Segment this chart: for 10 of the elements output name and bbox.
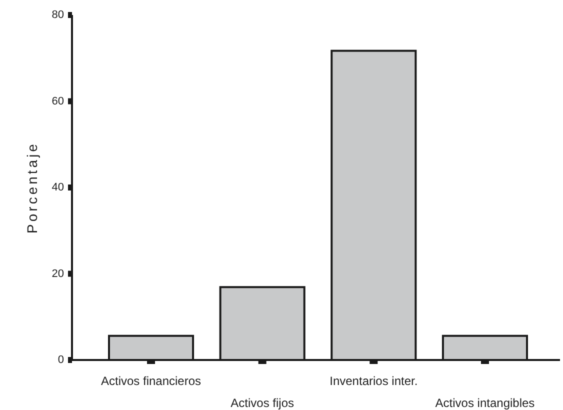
x-tick-label: Activos financieros [101,374,202,388]
y-tick-label: 60 [52,95,64,108]
y-axis-title: Porcentaje [24,142,40,234]
y-tick-label: 40 [52,182,64,194]
x-tick-label: Inventarios inter. [330,374,418,388]
y-tick-label: 20 [52,268,64,280]
x-tick-label: Activos fijos [230,396,294,410]
y-tick-label: 80 [52,9,64,21]
y-tick-label: 0 [58,354,64,366]
x-tick-label: Activos intangibles [435,396,535,410]
